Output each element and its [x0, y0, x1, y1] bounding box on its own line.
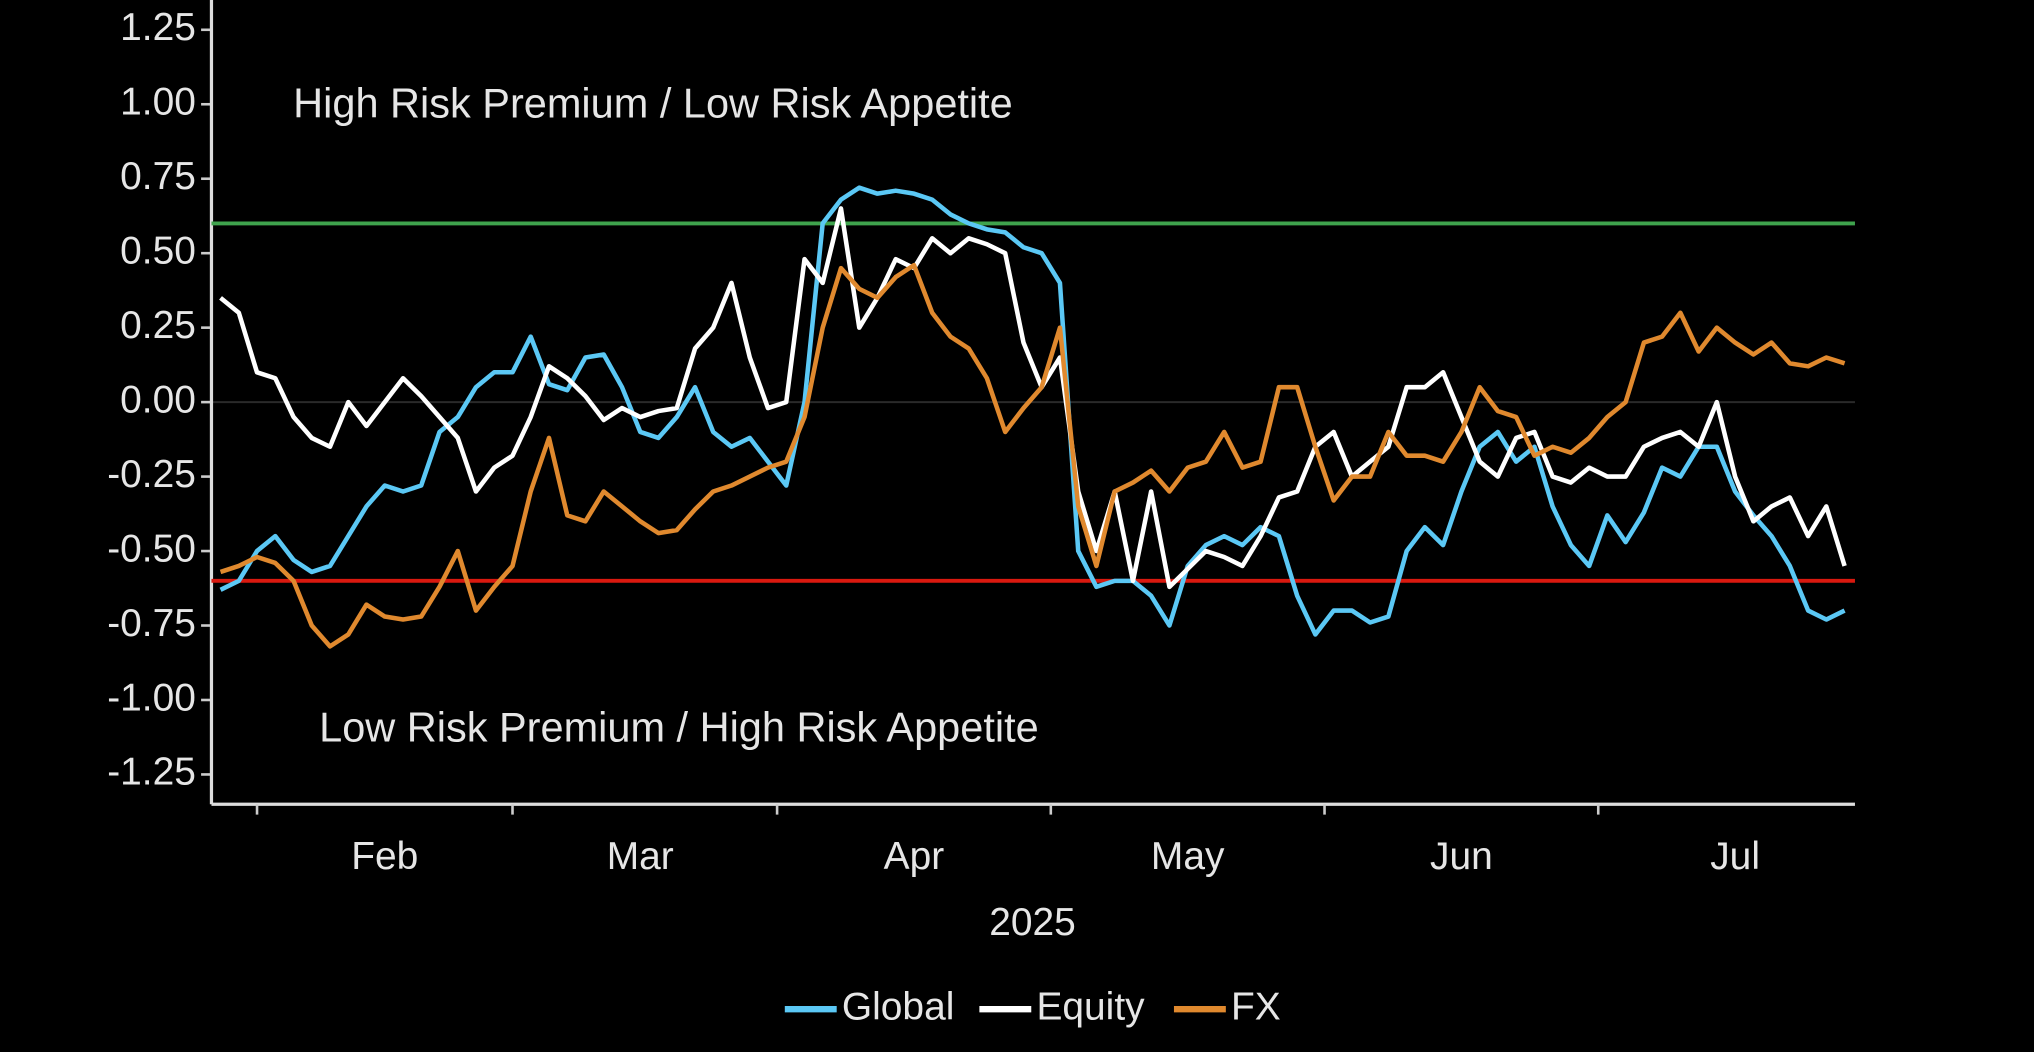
x-tick-label: Feb — [351, 835, 418, 878]
x-tick-label: Jul — [1710, 835, 1760, 878]
legend-label: Equity — [1036, 985, 1145, 1028]
annotation: Low Risk Premium / High Risk Appetite — [319, 703, 1039, 750]
x-tick-label: Jun — [1430, 835, 1493, 878]
series-line — [219, 206, 1847, 590]
x-tick-label: Apr — [884, 835, 945, 878]
y-tick-label: 0.50 — [120, 229, 196, 272]
y-tick-label: 1.00 — [120, 81, 196, 124]
x-axis-label: 2025 — [989, 901, 1076, 944]
series-line — [219, 185, 1846, 637]
y-tick-label: -0.50 — [107, 527, 196, 570]
y-tick-label: -0.25 — [107, 453, 196, 496]
y-tick-label: 1.25 — [120, 6, 196, 49]
y-tick-label: 0.00 — [120, 378, 196, 421]
y-tick-label: 0.25 — [120, 304, 196, 347]
x-tick-label: Mar — [607, 835, 674, 878]
legend-label: FX — [1231, 985, 1281, 1028]
y-tick-label: -1.25 — [107, 751, 196, 794]
y-tick-label: -0.75 — [107, 602, 196, 645]
y-tick-label: -1.00 — [107, 676, 196, 719]
y-tick-label: 0.75 — [120, 155, 196, 198]
annotation: High Risk Premium / Low Risk Appetite — [293, 79, 1013, 126]
legend-label: Global — [842, 985, 954, 1028]
series-line — [219, 262, 1846, 649]
x-tick-label: May — [1151, 835, 1225, 878]
